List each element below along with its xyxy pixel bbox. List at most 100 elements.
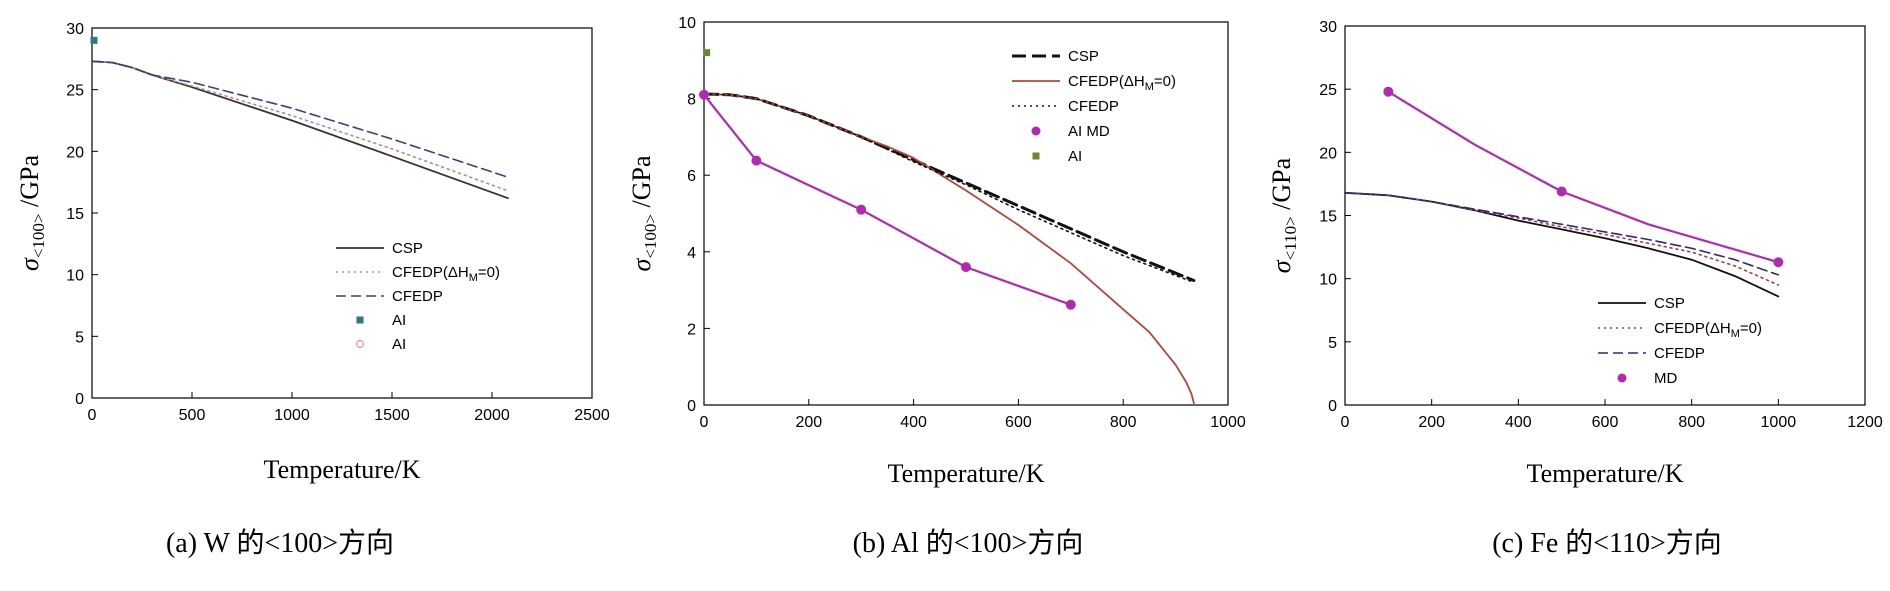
x-tick-label: 1500 [374,407,410,424]
x-tick-label: 400 [1505,414,1532,431]
legend-swatch [356,316,364,324]
series-2 [1344,192,1780,286]
y-tick-label: 10 [678,15,696,32]
legend-label: AI MD [1068,123,1110,140]
series-4 [699,89,1076,310]
legend-label: MD [1654,370,1677,387]
y-tick-label: 10 [66,268,84,285]
x-tick-label: 200 [1418,414,1445,431]
series-line [1344,191,1780,298]
series-line [91,60,509,178]
legend-entry: CSP [336,240,423,257]
legend-entry: CSP [1598,295,1685,312]
series-line [1344,192,1780,286]
data-point [856,204,867,215]
legend-swatch [1031,126,1041,136]
y-tick-label: 8 [687,92,696,109]
legend-entry: AI MD [1031,123,1110,140]
x-tick-label: 1000 [1761,414,1797,431]
panel-caption: (a) W 的<100>方向 [166,527,394,559]
series-4 [90,36,98,44]
legend-entry: MD [1617,370,1677,387]
legend-label: CSP [1068,48,1099,65]
legend-label: CFEDP [392,288,443,305]
y-tick-label: 25 [66,83,84,100]
data-point [703,49,711,57]
series-2 [703,93,1195,404]
series-4 [1383,86,1784,268]
legend-entry: AI [356,312,406,329]
legend-entry: CFEDP(ΔHM=0) [336,264,500,284]
legend-entry: AI [1032,148,1082,165]
series-line [91,60,509,200]
legend-label: CFEDP [1068,98,1119,115]
legend-label: CFEDP(ΔHM=0) [1068,73,1176,93]
series-1 [702,92,1196,282]
chart-panel-2: 0 200 400 600 800 1000 0 2 4 6 8 10 Temperature/K σ<1… [627,15,1246,559]
x-tick-label: 800 [1110,414,1137,431]
y-axis-label: σ<100> /GPa [627,155,660,271]
y-tick-label: 4 [687,245,696,262]
y-tick-label: 15 [66,206,84,223]
series-5 [703,49,711,57]
series-1 [91,60,509,200]
data-point [961,262,971,273]
panel-caption: (c) Fe 的<110>方向 [1492,527,1722,559]
legend-label: AI [1068,148,1082,165]
series-line [703,93,1195,404]
legend-entry: AI [355,336,406,353]
x-axis-label: Temperature/K [264,455,421,484]
y-tick-label: 5 [1328,335,1337,352]
x-tick-label: 500 [179,407,206,424]
y-tick-label: 15 [1319,209,1337,226]
legend-swatch [1617,373,1627,383]
series-line [1387,90,1780,264]
legend-entry: CFEDP(ΔHM=0) [1598,320,1762,340]
legend-label: CSP [1654,295,1685,312]
series-2 [91,60,509,192]
x-tick-label: 400 [900,414,927,431]
x-tick-label: 600 [1005,414,1032,431]
series-line [703,93,1195,284]
x-tick-label: 0 [88,407,97,424]
series-3 [1344,192,1780,276]
data-point [699,89,709,100]
y-tick-label: 0 [75,391,84,408]
legend-label: AI [392,312,406,329]
legend-entry: CFEDP [1598,345,1705,362]
x-axis-label: Temperature/K [1527,459,1684,488]
y-tick-label: 0 [1328,398,1337,415]
legend-entry: CFEDP [336,288,443,305]
series-line [702,92,1196,282]
y-tick-label: 6 [687,168,696,185]
y-axis-label: σ<110> /GPa [1267,157,1300,273]
plot-frame [1344,25,1866,406]
series-line [91,60,509,192]
legend-label: CFEDP(ΔHM=0) [392,264,500,284]
x-tick-label: 200 [795,414,822,431]
x-tick-label: 800 [1678,414,1705,431]
legend-label: CSP [392,240,423,257]
legend-entry: CFEDP(ΔHM=0) [1012,73,1176,93]
data-point [90,36,98,44]
legend-swatch [1032,152,1040,160]
data-point [1065,299,1076,310]
data-point [1383,86,1394,97]
y-tick-label: 5 [75,329,84,346]
chart-panel-1: 0 500 1000 1500 2000 2500 0 5 10 15 20 25 30 Temperat… [15,21,610,559]
y-tick-label: 10 [1319,272,1337,289]
legend-label: CFEDP [1654,345,1705,362]
series-line [1344,192,1780,276]
legend-label: CFEDP(ΔHM=0) [1654,320,1762,340]
chart-panel-3: 0 200 400 600 800 1000 1200 0 5 10 15 20 25 30 Tempera… [1267,19,1883,559]
x-axis-label: Temperature/K [888,459,1045,488]
y-tick-label: 30 [66,21,84,38]
x-tick-label: 600 [1592,414,1619,431]
legend-swatch [355,339,365,349]
series-3 [91,60,509,178]
y-tick-label: 30 [1319,19,1337,36]
data-point [751,155,762,166]
y-axis-label: σ<100> /GPa [15,155,48,271]
x-tick-label: 2500 [574,407,610,424]
